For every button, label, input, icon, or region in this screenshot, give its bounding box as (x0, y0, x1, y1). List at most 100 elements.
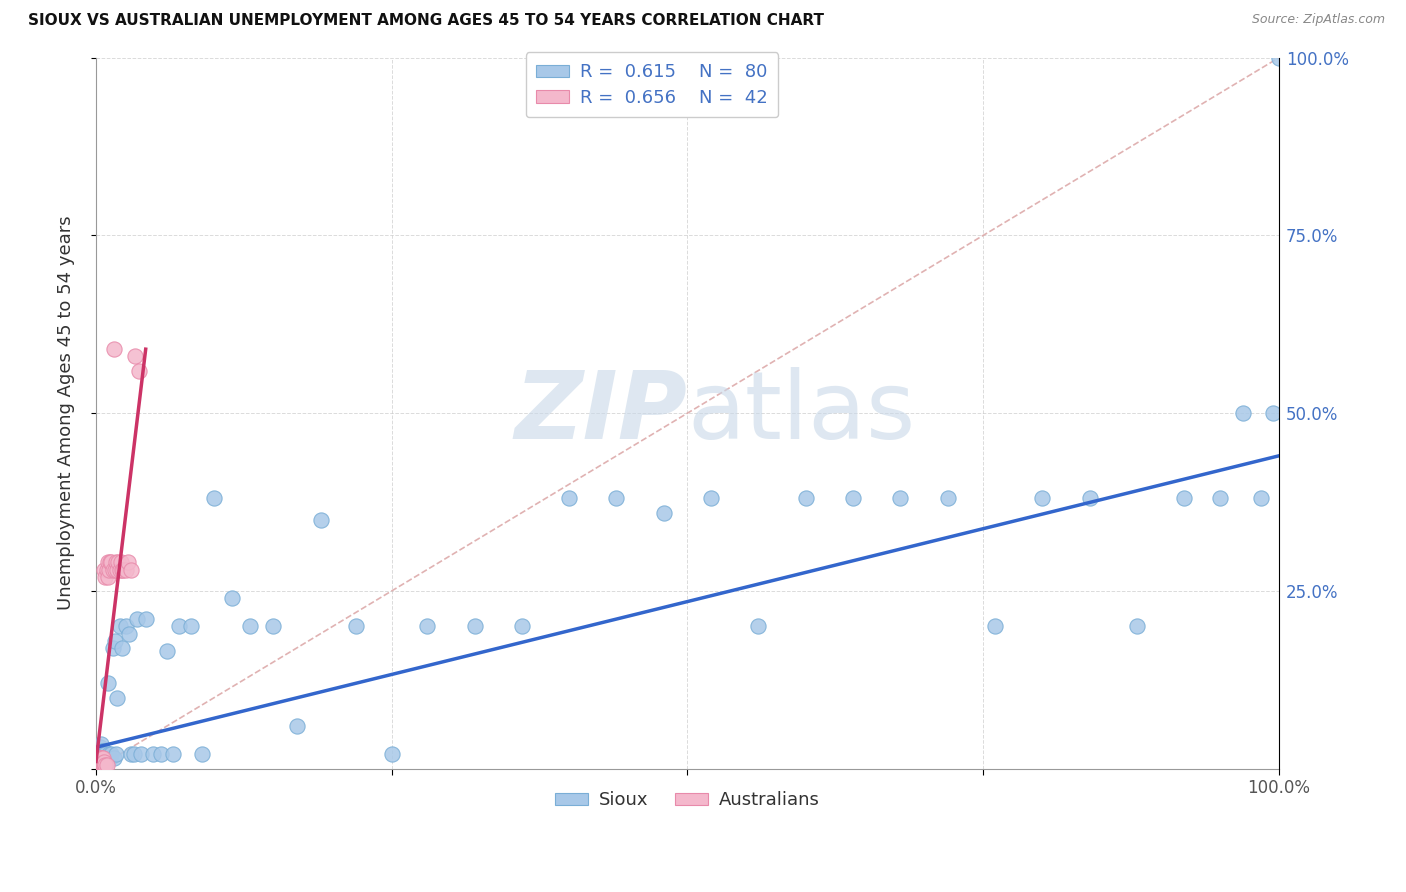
Point (162, 747, 184, 762)
Point (110, 556, 132, 570)
Point (842, 491, 865, 506)
Point (93, 755, 115, 769)
Point (87, 756, 110, 770)
Point (97, 676, 120, 690)
Point (91, 758, 114, 772)
Point (91, 747, 114, 762)
Point (984, 619, 1007, 633)
Point (96, 758, 118, 772)
Point (794, 491, 817, 506)
Point (91, 744, 114, 758)
Point (90, 755, 112, 769)
Point (1268, 51, 1291, 65)
Point (98, 747, 121, 762)
Point (89, 755, 111, 769)
Text: Source: ZipAtlas.com: Source: ZipAtlas.com (1251, 13, 1385, 27)
Point (111, 563, 134, 577)
Point (100, 556, 122, 570)
Point (1126, 619, 1149, 633)
Point (112, 563, 135, 577)
Point (127, 612, 149, 626)
Point (128, 363, 150, 377)
Point (344, 619, 367, 633)
Point (91, 755, 114, 769)
Point (96, 563, 118, 577)
Point (98, 556, 121, 570)
Point (652, 506, 675, 520)
Point (90, 751, 112, 765)
Point (107, 556, 129, 570)
Point (1209, 491, 1232, 506)
Point (105, 690, 128, 705)
Point (105, 563, 128, 577)
Point (101, 563, 124, 577)
Point (90, 747, 112, 762)
Point (114, 619, 136, 633)
Point (93, 747, 115, 762)
Text: atlas: atlas (688, 368, 915, 459)
Point (100, 747, 122, 762)
Point (91, 751, 114, 765)
Point (122, 747, 145, 762)
Point (700, 491, 723, 506)
Point (93, 744, 115, 758)
Point (167, 619, 190, 633)
Point (94, 758, 117, 772)
Point (464, 619, 486, 633)
Point (90, 751, 112, 765)
Point (285, 719, 308, 733)
Point (97, 570, 120, 584)
Point (889, 491, 911, 506)
Point (98, 563, 121, 577)
Point (105, 747, 128, 762)
Point (1250, 491, 1272, 506)
Point (97, 751, 120, 765)
Point (558, 491, 581, 506)
Point (87, 755, 110, 769)
Point (90, 758, 112, 772)
Point (104, 563, 127, 577)
Point (1173, 491, 1195, 506)
Point (156, 644, 179, 658)
Point (94, 751, 117, 765)
Text: ZIP: ZIP (515, 368, 688, 459)
Point (605, 491, 627, 506)
Point (90, 751, 112, 765)
Point (90, 755, 112, 769)
Point (87, 747, 110, 762)
Point (98, 751, 121, 765)
Point (103, 751, 125, 765)
Point (121, 563, 143, 577)
Point (94, 570, 117, 584)
Point (309, 513, 332, 527)
Point (105, 556, 128, 570)
Point (89, 744, 111, 758)
Point (118, 626, 141, 640)
Point (90, 758, 112, 772)
Point (142, 747, 165, 762)
Point (89, 751, 111, 765)
Text: SIOUX VS AUSTRALIAN UNEMPLOYMENT AMONG AGES 45 TO 54 YEARS CORRELATION CHART: SIOUX VS AUSTRALIAN UNEMPLOYMENT AMONG A… (28, 13, 824, 29)
Point (94, 747, 117, 762)
Point (93, 755, 115, 769)
Point (94, 755, 117, 769)
Point (89, 740, 111, 755)
Point (936, 491, 959, 506)
Point (91, 755, 114, 769)
Point (121, 747, 143, 762)
Point (90, 747, 112, 762)
Point (114, 563, 136, 577)
Point (90, 755, 112, 769)
Legend: Sioux, Australians: Sioux, Australians (548, 784, 827, 816)
Point (104, 633, 127, 648)
Y-axis label: Unemployment Among Ages 45 to 54 years: Unemployment Among Ages 45 to 54 years (58, 216, 75, 610)
Point (129, 747, 152, 762)
Point (202, 491, 225, 506)
Point (93, 563, 115, 577)
Point (239, 619, 262, 633)
Point (1261, 406, 1284, 420)
Point (96, 751, 118, 765)
Point (93, 758, 115, 772)
Point (117, 556, 139, 570)
Point (93, 751, 115, 765)
